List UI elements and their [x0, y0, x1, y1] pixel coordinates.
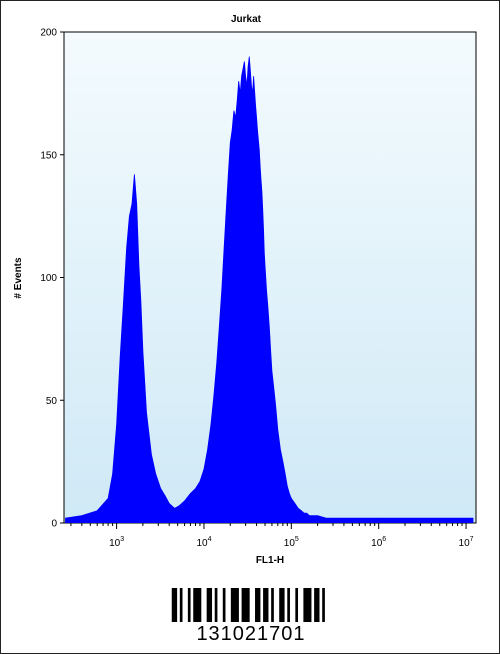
barcode-bar [171, 588, 178, 622]
barcode-bar [222, 588, 226, 622]
x-axis: 103 104 105 106 107 [70, 523, 474, 549]
barcode-bar [271, 588, 274, 622]
barcode-bars [171, 588, 325, 622]
barcode-bar [255, 588, 261, 622]
barcode-bar [241, 588, 250, 622]
y-axis: 0 50 100 150 200 [40, 28, 64, 530]
y-tick-label: 150 [40, 150, 57, 161]
barcode-bar [295, 588, 299, 622]
chart-title: Jurkat [231, 14, 262, 25]
barcode-bar [263, 588, 269, 622]
x-tick-label: 105 [284, 536, 299, 549]
x-tick-label: 106 [371, 536, 386, 549]
x-tick-label: 103 [109, 536, 124, 549]
barcode-bar [179, 588, 183, 622]
barcode-bar [206, 588, 213, 622]
y-axis-label: # Events [13, 257, 24, 299]
barcode-bar [314, 588, 320, 622]
barcode-bar [287, 588, 290, 622]
x-tick-label: 104 [196, 536, 211, 549]
histogram-area [65, 56, 474, 523]
barcode-bar [230, 588, 239, 622]
histogram-chart: Jurkat 0 50 100 150 200 103 104 105 106 107 FL1-… [13, 14, 477, 566]
y-tick-label: 50 [46, 396, 58, 407]
x-axis-label: FL1-H [256, 555, 284, 566]
y-tick-label: 0 [51, 519, 57, 530]
barcode-bar [214, 588, 218, 622]
y-tick-label: 200 [40, 28, 57, 39]
data-layer [65, 56, 474, 523]
barcode-number: 131021701 [196, 623, 306, 645]
barcode-bar [279, 588, 285, 622]
barcode-bar [322, 588, 325, 622]
y-tick-label: 100 [40, 273, 57, 284]
x-tick-label: 107 [459, 536, 474, 549]
barcode: 131021701 [161, 588, 341, 648]
barcode-bar [187, 588, 191, 622]
barcode-bar [303, 588, 312, 622]
barcode-bar [193, 588, 202, 622]
